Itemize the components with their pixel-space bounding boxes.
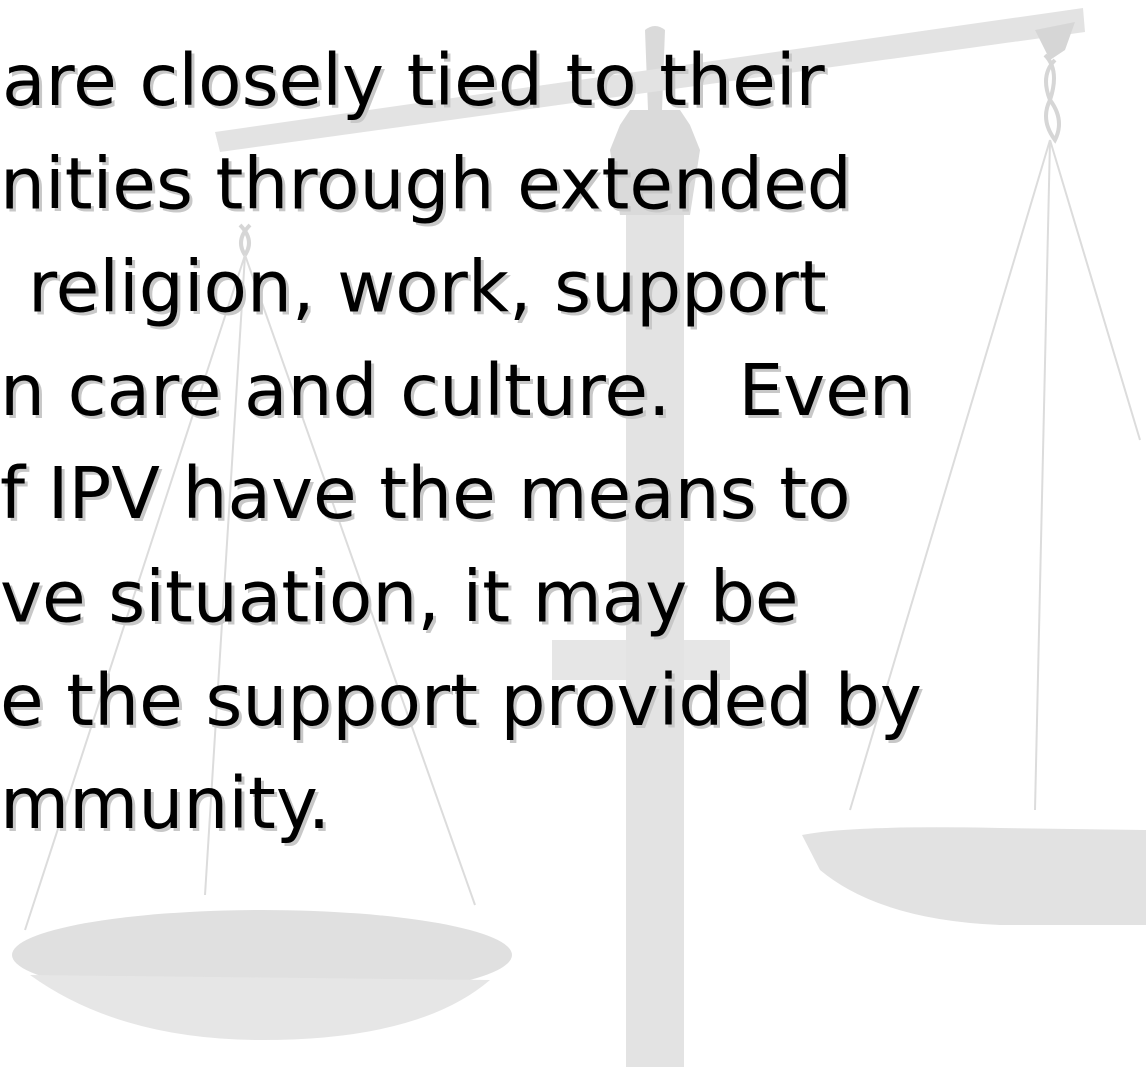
text-line: are closely tied to their (2, 39, 826, 122)
text-line: nities through extended (0, 142, 852, 225)
page: are closely tied to theirare closely tie… (0, 0, 1146, 1067)
text-line: f IPV have the means to (0, 452, 851, 535)
text-line: ve situation, it may be (0, 556, 799, 639)
text-line: religion, work, support (28, 246, 827, 329)
text-line: n care and culture. Even (0, 349, 914, 432)
left-pan-bowl (30, 975, 490, 1040)
right-pan (802, 827, 1146, 925)
text-line: mmunity. (0, 762, 330, 845)
slide: are closely tied to theirare closely tie… (0, 0, 1146, 1067)
text-line: e the support provided by (0, 659, 922, 742)
right-hook (1045, 55, 1059, 140)
